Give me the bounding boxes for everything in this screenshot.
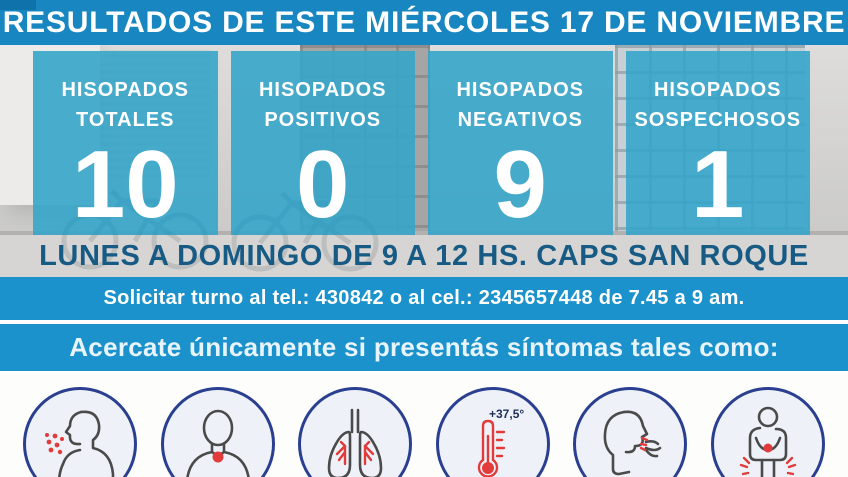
symptoms-bar-text: Acercate únicamente si presentás síntoma… [69,332,779,362]
stat-label-line1: HISOPADOS [456,79,585,101]
corner-patch [0,0,36,10]
phone-bar: Solicitar turno al tel.: 430842 o al cel… [0,277,848,324]
lungs-icon [298,387,413,477]
stat-label: HISOPADOS NEGATIVOS [456,75,584,135]
header-banner: RESULTADOS DE ESTE MIÉRCOLES 17 DE NOVIE… [0,0,848,45]
page-title: RESULTADOS DE ESTE MIÉRCOLES 17 DE NOVIE… [2,6,846,39]
stat-label: HISOPADOS POSITIVOS [259,75,387,135]
sore-throat-icon [160,387,275,477]
stat-label-line2: POSITIVOS [264,109,382,131]
stat-value: 9 [493,131,547,239]
stat-label-line1: HISOPADOS [653,79,782,101]
schedule-strip: LUNES A DOMINGO DE 9 A 12 HS. CAPS SAN R… [0,235,848,277]
stat-label-line2: SOSPECHOSOS [634,109,802,131]
stat-card-positivos: HISOPADOS POSITIVOS 0 [230,51,415,239]
temperature-label: +37,5° [489,407,524,421]
stat-label: HISOPADOS TOTALES [61,75,189,135]
stat-label-line1: HISOPADOS [61,79,190,101]
stat-label-line2: NEGATIVOS [457,109,583,131]
stat-card-negativos: HISOPADOS NEGATIVOS 9 [428,51,613,235]
stat-value: 1 [691,131,745,239]
smell-loss-icon [573,387,688,477]
stat-card-totales: HISOPADOS TOTALES 10 [33,51,218,235]
photo-section: HISOPADOS TOTALES 10 HISOPADOS POSITIVOS… [0,45,848,277]
stat-value: 10 [71,131,179,239]
stat-label: HISOPADOS SOSPECHOSOS [634,75,801,135]
stat-label-line1: HISOPADOS [258,79,387,101]
symptom-icons-row: +37,5° [0,374,848,477]
cough-icon [23,387,138,477]
schedule-text: LUNES A DOMINGO DE 9 A 12 HS. CAPS SAN R… [39,239,809,272]
symptoms-bar: Acercate únicamente si presentás síntoma… [0,324,848,374]
phone-bar-text: Solicitar turno al tel.: 430842 o al cel… [103,287,745,309]
stat-label-line2: TOTALES [76,109,175,131]
body-pain-icon [710,387,825,477]
stat-card-sospechosos: HISOPADOS SOSPECHOSOS 1 [625,51,810,239]
stats-row: HISOPADOS TOTALES 10 HISOPADOS POSITIVOS… [33,51,810,235]
fever-icon: +37,5° [435,387,550,477]
stat-value: 0 [296,131,350,239]
